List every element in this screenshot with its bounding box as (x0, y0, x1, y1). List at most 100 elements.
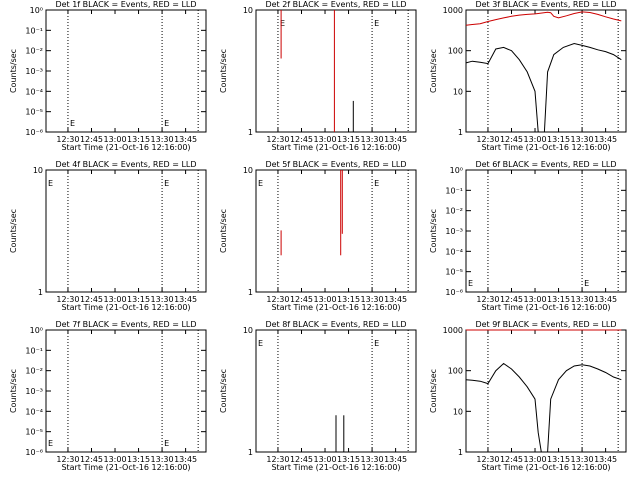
y-tick-label: 10⁻² (25, 367, 43, 376)
x-tick-label: 13:15 (127, 135, 150, 144)
x-tick-label: 13:30 (151, 135, 174, 144)
x-tick-label: 12:45 (290, 135, 313, 144)
y-tick-label: 100 (448, 367, 463, 376)
x-tick-label: 13:30 (571, 295, 594, 304)
y-axis-label: Counts/sec (429, 369, 438, 413)
y-tick-label: 10 (243, 166, 253, 175)
x-tick-label: 13:45 (594, 455, 617, 464)
detector-plot-2: Det 2f BLACK = Events, RED = LLD Counts/s… (219, 0, 417, 152)
x-tick-label: 12:30 (266, 455, 289, 464)
series-line (465, 362, 622, 453)
y-tick-label: 10⁻⁵ (445, 268, 463, 277)
y-tick-label: 10⁻² (25, 47, 43, 56)
x-tick-label: 13:30 (151, 455, 174, 464)
y-tick-label: 10⁻³ (445, 227, 463, 236)
y-tick-label: 10 (243, 326, 253, 335)
y-tick-label: 10⁻⁶ (25, 448, 43, 457)
x-tick-label: 13:15 (337, 455, 360, 464)
plot-frame (45, 329, 207, 453)
x-tick-label: 13:30 (571, 135, 594, 144)
y-tick-label: 1 (458, 448, 463, 457)
y-tick-label: 10⁰ (30, 326, 43, 335)
x-tick-label: 12:30 (56, 295, 79, 304)
x-tick-label: 13:00 (313, 295, 336, 304)
x-axis-label: Start Time (21-Oct-16 12:16:00) (61, 303, 190, 312)
event-marker: E (48, 439, 53, 448)
plot-frame (255, 169, 417, 293)
x-tick-label: 12:30 (476, 455, 499, 464)
y-tick-label: 1 (38, 288, 43, 297)
y-axis-label: Counts/sec (429, 209, 438, 253)
x-tick-label: 13:00 (103, 455, 126, 464)
x-tick-label: 13:15 (337, 135, 360, 144)
x-tick-label: 13:15 (547, 455, 570, 464)
plot-title: Det 2f BLACK = Events, RED = LLD (265, 0, 406, 9)
plot-frame (255, 9, 417, 133)
plot-title: Det 5f BLACK = Events, RED = LLD (265, 160, 406, 169)
plot-frame (465, 9, 627, 133)
x-tick-label: 13:00 (523, 295, 546, 304)
x-axis-label: Start Time (21-Oct-16 12:16:00) (481, 143, 610, 152)
x-tick-label: 12:45 (80, 455, 103, 464)
y-tick-label: 1 (248, 128, 253, 137)
event-marker: E (164, 439, 169, 448)
x-tick-label: 12:30 (476, 295, 499, 304)
x-tick-label: 12:45 (80, 135, 103, 144)
y-axis-label: Counts/sec (219, 49, 228, 93)
detector-plot-8: Det 8f BLACK = Events, RED = LLD Counts/s… (219, 320, 417, 472)
plot-title: Det 8f BLACK = Events, RED = LLD (265, 320, 406, 329)
plot-title: Det 4f BLACK = Events, RED = LLD (55, 160, 196, 169)
y-tick-label: 10 (453, 407, 463, 416)
x-tick-label: 13:45 (384, 295, 407, 304)
x-axis-label: Start Time (21-Oct-16 12:16:00) (271, 143, 400, 152)
x-tick-label: 12:30 (476, 135, 499, 144)
x-tick-label: 12:45 (500, 135, 523, 144)
y-tick-label: 10⁰ (30, 6, 43, 15)
y-axis-label: Counts/sec (9, 209, 18, 253)
x-tick-label: 13:45 (174, 455, 197, 464)
x-tick-label: 13:00 (523, 455, 546, 464)
detector-plot-5: Det 5f BLACK = Events, RED = LLD Counts/s… (219, 160, 417, 312)
y-tick-label: 10⁻⁴ (25, 407, 43, 416)
y-tick-label: 10⁻¹ (25, 26, 43, 35)
event-marker: E (258, 179, 263, 188)
event-marker: E (258, 339, 263, 348)
y-tick-label: 1000 (443, 6, 463, 15)
detector-plot-3: Det 3f BLACK = Events, RED = LLD Counts/s… (429, 0, 627, 152)
event-marker: E (468, 279, 473, 288)
plot-frame (45, 9, 207, 133)
y-tick-label: 10⁻³ (25, 387, 43, 396)
x-axis-label: Start Time (21-Oct-16 12:16:00) (481, 303, 610, 312)
x-tick-label: 13:15 (127, 295, 150, 304)
y-tick-label: 10⁰ (450, 166, 463, 175)
event-marker: E (48, 179, 53, 188)
y-axis-label: Counts/sec (219, 209, 228, 253)
x-axis-label: Start Time (21-Oct-16 12:16:00) (271, 463, 400, 472)
y-tick-label: 1 (248, 448, 253, 457)
y-tick-label: 10⁻² (445, 207, 463, 216)
x-tick-label: 13:45 (384, 135, 407, 144)
y-axis-label: Counts/sec (9, 369, 18, 413)
x-tick-label: 13:15 (547, 135, 570, 144)
x-tick-label: 13:30 (361, 295, 384, 304)
plot-title: Det 1f BLACK = Events, RED = LLD (55, 0, 196, 9)
x-tick-label: 13:45 (174, 135, 197, 144)
event-marker: E (164, 179, 169, 188)
x-axis-label: Start Time (21-Oct-16 12:16:00) (481, 463, 610, 472)
y-tick-label: 10⁻¹ (445, 186, 463, 195)
plot-title: Det 7f BLACK = Events, RED = LLD (55, 320, 196, 329)
detector-plot-6: Det 6f BLACK = Events, RED = LLD Counts/s… (429, 160, 627, 312)
x-tick-label: 12:45 (290, 295, 313, 304)
event-marker: E (70, 119, 75, 128)
x-tick-label: 12:30 (266, 135, 289, 144)
x-tick-label: 13:45 (384, 455, 407, 464)
plot-frame (465, 169, 627, 293)
series-line (465, 11, 622, 26)
plot-title: Det 6f BLACK = Events, RED = LLD (475, 160, 616, 169)
x-tick-label: 13:00 (103, 295, 126, 304)
y-tick-label: 10 (33, 166, 43, 175)
y-tick-label: 10⁻⁴ (25, 87, 43, 96)
x-tick-label: 13:30 (361, 455, 384, 464)
x-tick-label: 13:30 (361, 135, 384, 144)
